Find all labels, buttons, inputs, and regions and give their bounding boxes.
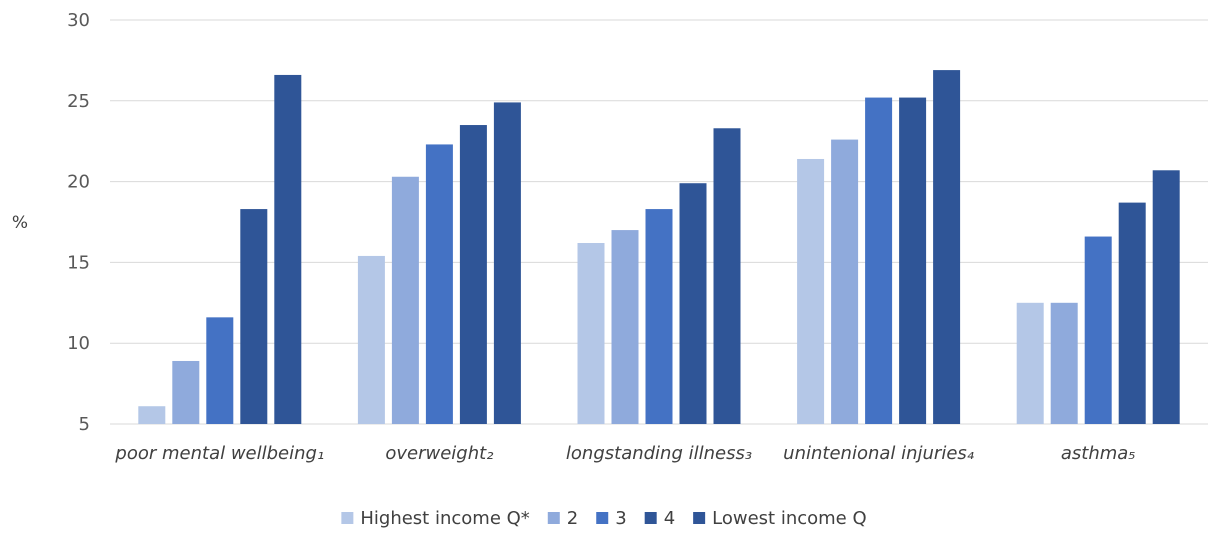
x-category-label: overweight₂ [385, 443, 493, 464]
bar [274, 74, 302, 424]
bar [899, 97, 927, 425]
legend-label: 4 [664, 508, 675, 529]
y-axis-ticks: 5 10 15 20 25 30 [67, 10, 90, 435]
bar [1152, 170, 1180, 424]
legend-item: 3 [596, 508, 627, 529]
legend-label: 3 [615, 508, 626, 529]
legend-item: Lowest income Q [693, 508, 867, 529]
bar [679, 183, 707, 424]
bar [206, 317, 234, 424]
bar [391, 176, 419, 424]
y-tick-label: 5 [79, 414, 90, 435]
x-category-label: asthma₅ [1061, 443, 1136, 464]
bar [172, 360, 200, 424]
legend-item: 2 [547, 508, 578, 529]
y-axis-label: % [12, 213, 28, 233]
bar [933, 70, 961, 424]
bar [425, 144, 453, 424]
y-tick-label: 30 [67, 10, 90, 31]
legend-item: 4 [644, 508, 675, 529]
bars [138, 70, 1180, 425]
bar [865, 97, 893, 425]
bar [1050, 302, 1078, 424]
bar [1016, 302, 1044, 424]
bar [831, 139, 859, 425]
x-axis-categories: poor mental wellbeing₁ overweight₂ longsta… [114, 443, 1135, 464]
x-category-label: unintenional injuries₄ [783, 443, 975, 464]
legend-swatch [693, 512, 706, 524]
legend-label: Highest income Q* [360, 508, 529, 529]
legend-item: Highest income Q* [341, 508, 530, 529]
legend: Highest income Q* 2 3 4 Lowest income Q [341, 508, 867, 529]
bar [713, 128, 741, 424]
bar [138, 406, 166, 424]
legend-swatch [547, 512, 560, 524]
x-category-label: longstanding illness₃ [566, 443, 752, 464]
legend-swatch [644, 512, 657, 524]
bar [357, 255, 385, 424]
bar [459, 125, 487, 424]
bar [611, 230, 639, 424]
y-tick-label: 10 [67, 333, 90, 354]
y-tick-label: 25 [67, 91, 90, 112]
y-tick-label: 20 [67, 172, 90, 193]
bar [645, 209, 673, 424]
legend-swatch [341, 512, 354, 524]
legend-swatch [596, 512, 609, 524]
bar [1084, 236, 1112, 424]
legend-label: 2 [567, 508, 578, 529]
bar [1118, 202, 1146, 424]
legend-label: Lowest income Q [712, 508, 867, 529]
bar [797, 158, 825, 424]
y-tick-label: 15 [67, 252, 90, 273]
bar [240, 209, 268, 424]
x-category-label: poor mental wellbeing₁ [114, 443, 324, 464]
bar [577, 243, 605, 424]
bar [493, 102, 521, 424]
